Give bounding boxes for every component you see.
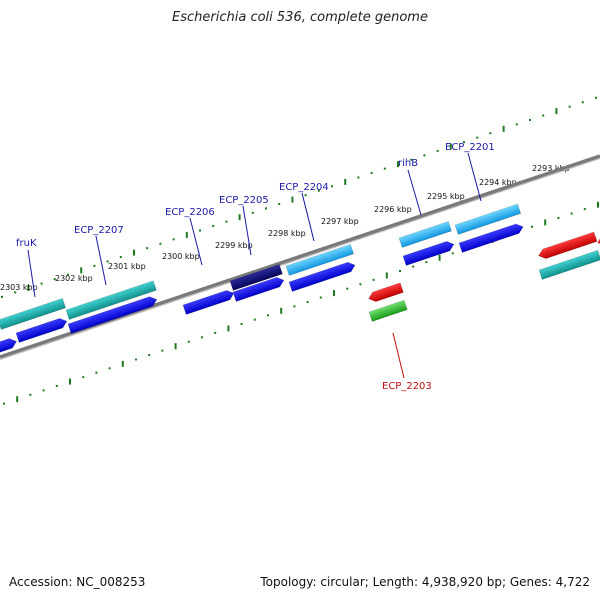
leader-line: [189, 217, 203, 266]
gene-arrow: [368, 299, 408, 322]
tick-label: 2293 kbp: [532, 164, 570, 173]
leader-line: [467, 152, 482, 202]
tick-label: 2300 kbp: [162, 252, 200, 261]
gene-arrow: [15, 318, 68, 343]
tick-label: 2294 kbp: [479, 178, 517, 187]
gene-feature: [65, 280, 157, 320]
gene-label-ecp_2201: ECP_2201: [445, 142, 495, 153]
gene-feature: [15, 318, 68, 343]
gene-arrow: [67, 296, 158, 334]
tick-label: 2297 kbp: [321, 217, 359, 226]
gene-arrow: [65, 280, 157, 320]
leader-line: [392, 332, 405, 379]
gene-feature: [597, 234, 600, 246]
gene-feature: [0, 298, 66, 330]
gene-arrow: [538, 249, 600, 280]
gene-label-ecp_2206: ECP_2206: [165, 207, 215, 218]
gene-feature: [398, 221, 452, 248]
gene-arrow: [232, 277, 285, 302]
gene-label-fruk: fruK: [16, 238, 37, 249]
tick-label: 2298 kbp: [268, 229, 306, 238]
gene-features: [0, 203, 600, 353]
top-tick-row: 2303 kbp 2302 kbp 2301 kbp 2300 kbp 2299 kbp…: [0, 96, 597, 298]
tick-label: 2299 kbp: [215, 241, 253, 250]
tick-label: 2295 kbp: [427, 192, 465, 201]
gene-label-ecp_2203: ECP_2203: [382, 381, 432, 392]
genome-summary-text: Topology: circular; Length: 4,938,920 bp…: [260, 575, 590, 589]
tick-label: 2296 kbp: [374, 205, 412, 214]
leader-line: [407, 169, 422, 216]
gene-feature: [458, 223, 524, 253]
gene-feature: [368, 299, 408, 322]
gene-arrow: [454, 203, 522, 235]
gene-feature: [229, 264, 283, 291]
leader-line: [242, 205, 252, 256]
gene-arrow: [538, 231, 598, 259]
map-title: Escherichia coli 536, complete genome: [172, 10, 428, 25]
leader-line: [301, 192, 315, 242]
gene-feature: [454, 203, 522, 235]
gene-feature: [182, 290, 235, 315]
gene-feature: [67, 296, 158, 334]
gene-feature: [285, 244, 354, 276]
gene-feature: [538, 249, 600, 280]
accession-text: Accession: NC_008253: [9, 575, 146, 589]
gene-arrow: [398, 221, 452, 248]
gene-arrow: [458, 223, 524, 253]
gene-arrow: [285, 244, 354, 276]
gene-label-rihb: rihB: [398, 158, 418, 169]
tick-label: 2301 kbp: [108, 262, 146, 271]
gene-arrow: [597, 234, 600, 246]
gene-arrow: [0, 298, 66, 330]
gene-arrow: [182, 290, 235, 315]
gene-arrow: [229, 264, 283, 291]
gene-feature: [538, 231, 598, 259]
leader-line: [27, 249, 36, 298]
backbone-highlight: [0, 158, 600, 360]
gene-label-ecp_2207: ECP_2207: [74, 225, 124, 236]
tick-label: 2302 kbp: [55, 274, 93, 283]
gene-feature: [402, 241, 455, 266]
gene-feature: [0, 338, 17, 353]
gene-arrow: [402, 241, 455, 266]
gene-arrow: [288, 262, 356, 292]
leader-line: [95, 235, 107, 286]
gene-arrow: [368, 282, 404, 302]
gene-feature: [288, 262, 356, 292]
gene-feature: [368, 282, 404, 302]
gene-label-ecp_2205: ECP_2205: [219, 195, 269, 206]
gene-feature: [232, 277, 285, 302]
gene-label-ecp_2204: ECP_2204: [279, 182, 329, 193]
gene-arrow: [0, 338, 17, 353]
gene-labels: fruK ECP_2207 ECP_2206 ECP_2205 ECP_2204 rihB…: [16, 142, 495, 392]
tick-label: 2303 kbp: [0, 283, 38, 292]
